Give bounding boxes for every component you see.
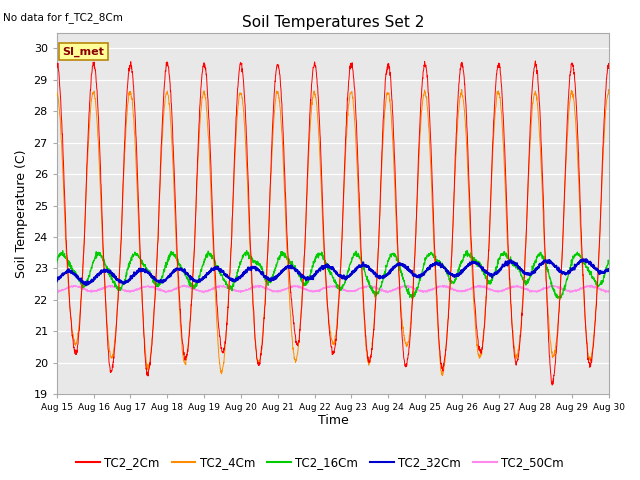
TC2_32Cm (493, 270, 501, 276)
Line: TC2_4Cm: TC2_4Cm (57, 89, 609, 376)
Text: No data for f_TC2_8Cm: No data for f_TC2_8Cm (3, 12, 123, 23)
TC2_4Cm (349, 94, 356, 100)
TC2_4Cm (361, 324, 369, 330)
TC2_32Cm (605, 266, 613, 272)
TC2_2Cm (493, 67, 501, 73)
TC2_4Cm (605, 86, 612, 92)
TC2_50Cm (200, 290, 207, 296)
X-axis label: Time: Time (317, 414, 348, 427)
TC2_4Cm (438, 373, 446, 379)
TC2_50Cm (361, 285, 369, 290)
TC2_16Cm (463, 248, 471, 253)
TC2_50Cm (572, 287, 580, 293)
TC2_2Cm (531, 58, 539, 64)
TC2_50Cm (493, 288, 501, 293)
TC2_16Cm (557, 293, 564, 299)
Line: TC2_32Cm: TC2_32Cm (57, 259, 609, 285)
TC2_32Cm (361, 263, 369, 268)
TC2_2Cm (349, 66, 356, 72)
TC2_32Cm (349, 269, 357, 275)
Line: TC2_2Cm: TC2_2Cm (57, 61, 609, 385)
TC2_50Cm (349, 288, 357, 294)
TC2_2Cm (557, 278, 564, 284)
TC2_2Cm (207, 161, 214, 167)
TC2_16Cm (572, 252, 580, 258)
TC2_32Cm (582, 256, 590, 262)
TC2_2Cm (605, 63, 613, 69)
Legend: TC2_2Cm, TC2_4Cm, TC2_16Cm, TC2_32Cm, TC2_50Cm: TC2_2Cm, TC2_4Cm, TC2_16Cm, TC2_32Cm, TC… (71, 452, 569, 474)
TC2_4Cm (572, 120, 580, 126)
Line: TC2_16Cm: TC2_16Cm (57, 251, 609, 299)
TC2_50Cm (207, 287, 215, 292)
TC2_32Cm (83, 282, 90, 288)
TC2_32Cm (207, 268, 215, 274)
Text: SI_met: SI_met (62, 46, 104, 57)
TC2_4Cm (493, 91, 501, 97)
TC2_2Cm (572, 96, 580, 102)
Line: TC2_50Cm: TC2_50Cm (57, 285, 609, 293)
TC2_16Cm (53, 260, 61, 266)
TC2_4Cm (605, 90, 613, 96)
TC2_2Cm (361, 318, 369, 324)
TC2_4Cm (557, 281, 564, 287)
TC2_50Cm (557, 285, 564, 291)
TC2_50Cm (605, 289, 613, 295)
Y-axis label: Soil Temperature (C): Soil Temperature (C) (15, 149, 28, 277)
TC2_4Cm (207, 188, 214, 194)
Title: Soil Temperatures Set 2: Soil Temperatures Set 2 (242, 15, 424, 30)
TC2_16Cm (409, 296, 417, 301)
TC2_16Cm (605, 261, 613, 267)
TC2_16Cm (349, 254, 356, 260)
TC2_16Cm (494, 258, 502, 264)
TC2_16Cm (361, 269, 369, 275)
TC2_50Cm (588, 282, 595, 288)
TC2_16Cm (207, 251, 214, 256)
TC2_32Cm (53, 278, 61, 284)
TC2_50Cm (53, 289, 61, 295)
TC2_2Cm (548, 382, 556, 388)
TC2_32Cm (572, 262, 580, 268)
TC2_2Cm (53, 62, 61, 68)
TC2_4Cm (53, 90, 61, 96)
TC2_32Cm (557, 269, 564, 275)
